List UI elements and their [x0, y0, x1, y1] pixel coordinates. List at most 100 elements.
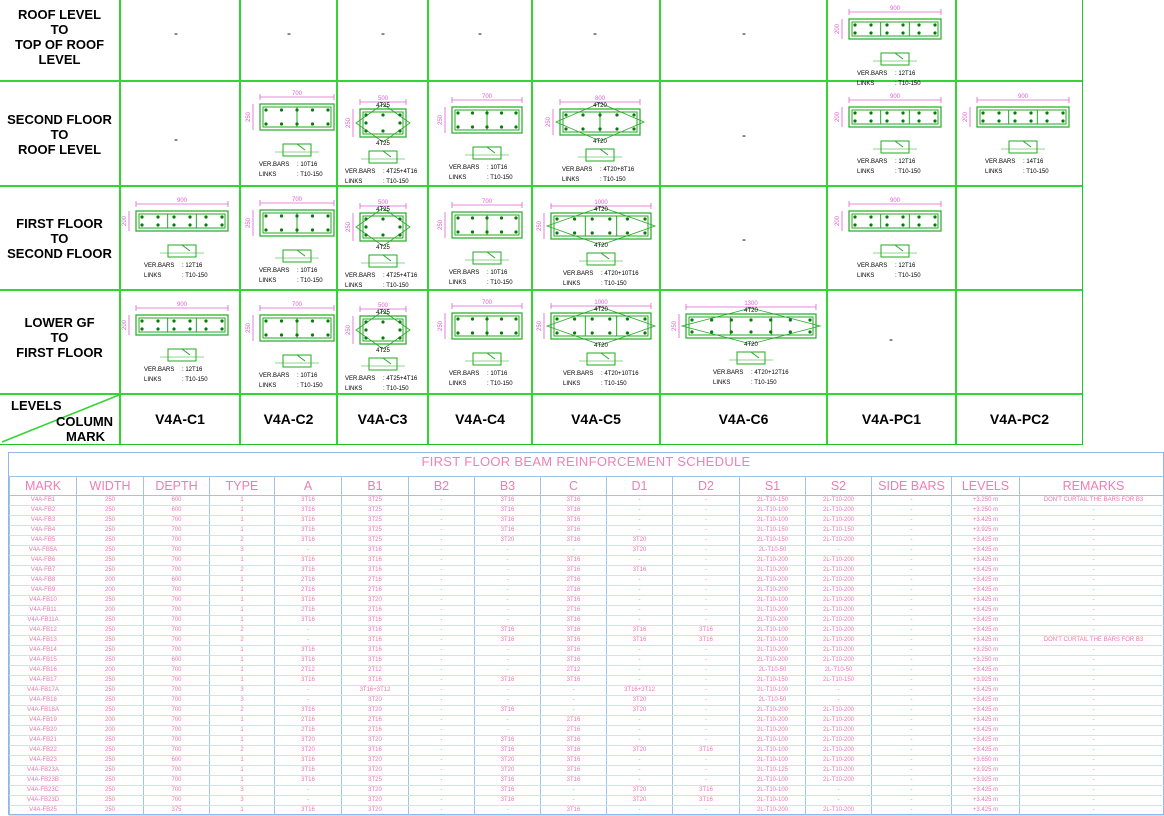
table-cell: 2L-T10-200 — [806, 606, 872, 616]
table-cell: 3T16 — [541, 736, 607, 746]
table-cell: 250 — [77, 566, 144, 576]
width-dimension: 900 — [177, 302, 188, 308]
link-detail — [283, 355, 311, 367]
table-cell: - — [673, 516, 740, 526]
table-cell: 2L-T10-200 — [806, 706, 872, 716]
rebar — [188, 215, 191, 218]
bottom-bar-note: 4T25 — [376, 348, 390, 354]
links-label: LINKS — [259, 276, 297, 286]
rebar — [514, 111, 517, 114]
table-cell: 700 — [144, 786, 210, 796]
rebar — [471, 331, 474, 334]
rebar — [615, 127, 618, 130]
level-label-lower-gf: LOWER GF TO FIRST FLOOR — [0, 315, 119, 360]
table-cell: 2L-T10-100 — [740, 516, 806, 526]
table-cell: 700 — [144, 556, 210, 566]
table-cell: - — [475, 646, 541, 656]
rebar — [1061, 111, 1064, 114]
grid-line — [427, 0, 429, 444]
table-cell: - — [409, 786, 475, 796]
link-detail — [369, 358, 397, 370]
rebar — [172, 327, 175, 330]
table-cell: 250 — [77, 656, 144, 666]
table-cell: - — [409, 806, 475, 816]
table-cell: 2T16 — [275, 576, 342, 586]
rebar — [188, 319, 191, 322]
table-cell: - — [409, 526, 475, 536]
table-cell: 3T20 — [342, 766, 409, 776]
table-cell: - — [872, 676, 952, 686]
table-cell: 3T25 — [342, 506, 409, 516]
table-cell: 1 — [210, 726, 275, 736]
rebar — [573, 231, 576, 234]
table-cell: - — [872, 776, 952, 786]
table-cell: 3T16 — [342, 676, 409, 686]
table-cell: 700 — [144, 676, 210, 686]
table-cell: 700 — [144, 716, 210, 726]
table-cell: 250 — [77, 806, 144, 816]
table-cell: 1 — [210, 646, 275, 656]
ver-bars-label: VER.BARS — [857, 69, 895, 79]
table-cell: 2L-T10-200 — [740, 656, 806, 666]
column-outline — [551, 213, 651, 239]
table-cell: 3T16 — [541, 506, 607, 516]
depth-dimension: 200 — [835, 23, 841, 34]
ver-bars-label: VER.BARS — [449, 369, 487, 379]
rebar — [264, 319, 267, 322]
table-cell: 3 — [210, 686, 275, 696]
column-header: B1 — [342, 477, 409, 496]
rebar — [981, 119, 984, 122]
depth-dimension: 200 — [122, 319, 128, 330]
rebar — [500, 216, 503, 219]
rebar — [643, 317, 646, 320]
table-cell: 700 — [144, 526, 210, 536]
column-header: WIDTH — [77, 477, 144, 496]
table-cell: 3T16 — [541, 656, 607, 666]
table-cell: 2L-T10-150 — [806, 526, 872, 536]
table-cell: +3.250 m — [952, 646, 1020, 656]
table-cell: 2L-T10-200 — [740, 606, 806, 616]
table-cell: 1 — [210, 776, 275, 786]
table-cell: - — [1020, 756, 1164, 766]
table-cell: - — [673, 566, 740, 576]
table-cell: 2L-T10-100 — [740, 736, 806, 746]
table-cell: 3T16 — [541, 596, 607, 606]
table-cell: 3T20 — [275, 746, 342, 756]
ver-bars-value: : 4T20+8T16 — [600, 167, 634, 173]
table-cell: 250 — [77, 516, 144, 526]
table-cell: 250 — [77, 686, 144, 696]
table-cell: V4A-FB13 — [10, 636, 77, 646]
depth-dimension: 250 — [438, 219, 444, 230]
table-cell: - — [806, 686, 872, 696]
rebar — [869, 223, 872, 226]
empty-cell-dash: - — [889, 332, 893, 346]
width-dimension: 900 — [890, 198, 901, 204]
top-bar-note: 4T20 — [744, 308, 758, 314]
table-cell: +3.425 m — [952, 546, 1020, 556]
table-cell: - — [872, 726, 952, 736]
table-cell: 3T16 — [275, 566, 342, 576]
rebar — [295, 122, 298, 125]
ver-bars-label: VER.BARS — [345, 271, 383, 281]
table-cell: - — [409, 696, 475, 706]
table-cell: 2L-T10-200 — [740, 566, 806, 576]
rebar — [500, 111, 503, 114]
table-cell: 2L-T10-200 — [806, 586, 872, 596]
table-cell: - — [872, 636, 952, 646]
table-cell: 2L-T10-200 — [806, 716, 872, 726]
table-cell: 2L-T10-100 — [740, 776, 806, 786]
width-dimension: 700 — [292, 197, 303, 203]
table-cell: 1 — [210, 656, 275, 666]
rebar — [140, 215, 143, 218]
table-cell: - — [673, 496, 740, 506]
table-cell: 2L-T10-100 — [740, 596, 806, 606]
rebar — [608, 231, 611, 234]
table-cell: 2L-T10-50 — [806, 666, 872, 676]
width-dimension: 1000 — [594, 300, 608, 306]
rebar — [398, 233, 401, 236]
